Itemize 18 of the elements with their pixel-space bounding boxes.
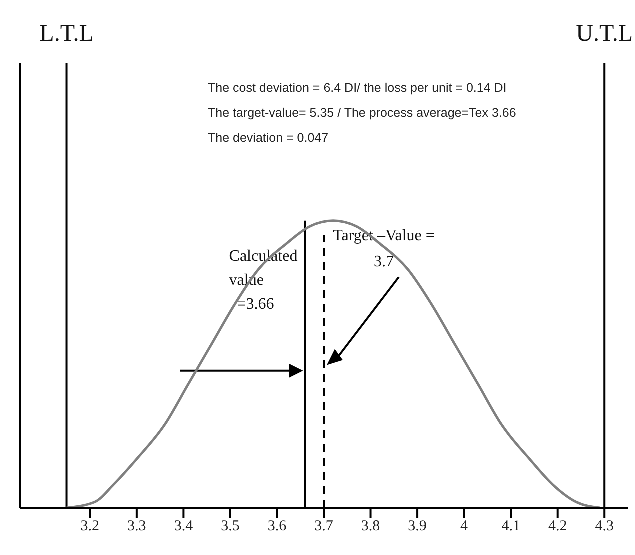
x-tick-label: 4.1 xyxy=(502,518,520,535)
ref-line-label: L.T.L xyxy=(40,21,94,47)
text: The cost deviation = 6.4 DI/ the loss per unit = 0.14 DI xyxy=(208,80,508,97)
x-tick-label: 3.6 xyxy=(268,518,288,535)
x-tick-label: 3.4 xyxy=(174,518,194,535)
x-tick-label: 4.2 xyxy=(548,518,568,535)
x-tick-label: 3.5 xyxy=(221,518,240,535)
x-tick-label: 4 xyxy=(460,518,469,535)
text: The deviation = 0.047 xyxy=(208,130,330,147)
x-tick-label: 3.7 xyxy=(314,518,334,535)
x-tick-label: 3.9 xyxy=(408,518,427,535)
x-tick-label: 3.2 xyxy=(80,518,100,535)
ref-line-label: U.T.L xyxy=(576,21,634,47)
ref-line-label: Target –Value = 3.7 xyxy=(333,227,435,270)
x-tick-label: 4.3 xyxy=(595,518,614,535)
x-tick-label: 3.8 xyxy=(361,518,380,535)
x-tick-label: 3.3 xyxy=(128,518,146,535)
text: The target-value= 5.35 / The process average=Tex 3.66 xyxy=(208,105,516,122)
